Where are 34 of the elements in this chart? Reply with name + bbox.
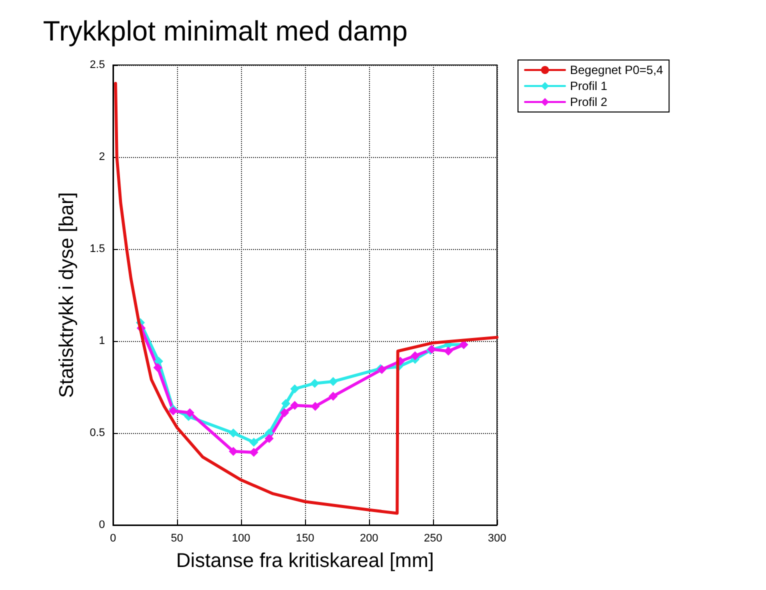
- legend-label: Profil 2: [570, 95, 608, 109]
- y-tick-label: 0: [98, 519, 105, 531]
- point: [328, 392, 338, 401]
- legend-label: Begegnet P0=5,4: [570, 63, 664, 77]
- point: [228, 428, 238, 438]
- x-tick-label: 150: [296, 532, 314, 544]
- x-axis-title: Distanse fra kritiskareal [mm]: [176, 550, 434, 572]
- x-tick-label: 250: [424, 532, 442, 544]
- x-tick-label: 50: [170, 532, 184, 544]
- point: [410, 351, 420, 360]
- point: [280, 408, 290, 418]
- x-tick-label: 0: [110, 532, 116, 544]
- y-tick-label: 1.5: [90, 243, 105, 255]
- x-tick-label: 300: [488, 532, 506, 544]
- legend-label: Profil 1: [570, 79, 608, 93]
- chart-title: Trykkplot minimalt med damp: [43, 16, 408, 46]
- line-series: [114, 82, 498, 515]
- point: [290, 384, 300, 394]
- point: [290, 400, 300, 410]
- point: [153, 363, 162, 372]
- y-tick-label: 1: [98, 335, 105, 347]
- point: [228, 446, 238, 456]
- y-tick-label: 0.5: [90, 427, 105, 439]
- y-tick-label: 2: [98, 151, 105, 163]
- point: [281, 399, 290, 408]
- x-tick-label: 100: [232, 532, 250, 544]
- point: [328, 376, 338, 386]
- y-tick-label: 2.5: [90, 59, 105, 71]
- point: [249, 438, 258, 447]
- point: [444, 346, 453, 356]
- point: [264, 434, 274, 444]
- point: [185, 408, 194, 418]
- y-axis-title: Statisktrykk i dyse [bar]: [56, 192, 78, 398]
- x-tick-label: 200: [360, 532, 378, 544]
